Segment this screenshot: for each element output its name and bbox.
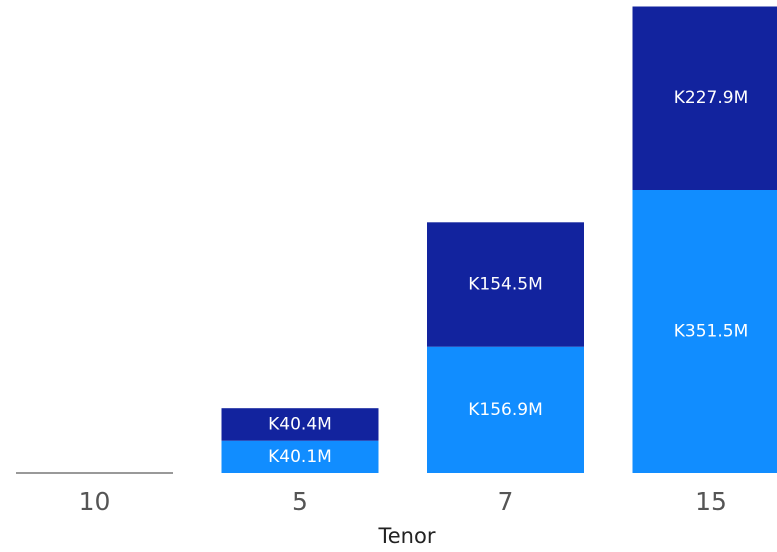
data-label-7-series-2: K154.5M [468,275,542,295]
bar-segment-15-series-1[interactable] [632,190,777,473]
bar-segment-5-series-2[interactable] [221,408,379,441]
data-labels-group: K40.1M K40.4M K156.9M K154.5M K351.5M K227.9M [268,88,748,467]
x-axis-ticks: 10 5 7 15 [79,487,727,516]
data-label-5-series-1: K40.1M [268,447,332,467]
data-label-5-series-2: K40.4M [268,414,332,434]
bars-group [16,6,777,474]
x-tick-label-7: 7 [498,487,514,516]
data-label-15-series-1: K351.5M [674,322,748,342]
x-tick-label-10: 10 [79,487,111,516]
data-label-7-series-1: K156.9M [468,400,542,420]
bar-segment-15-series-2[interactable] [632,6,777,191]
x-tick-label-5: 5 [292,487,308,516]
x-axis-title: Tenor [378,524,436,548]
bar-segment-7-series-1[interactable] [427,346,584,473]
x-tick-label-15: 15 [695,487,727,516]
bar-segment-5-series-1[interactable] [221,440,379,473]
bar-segment-7-series-2[interactable] [427,222,584,347]
data-label-15-series-2: K227.9M [674,88,748,108]
